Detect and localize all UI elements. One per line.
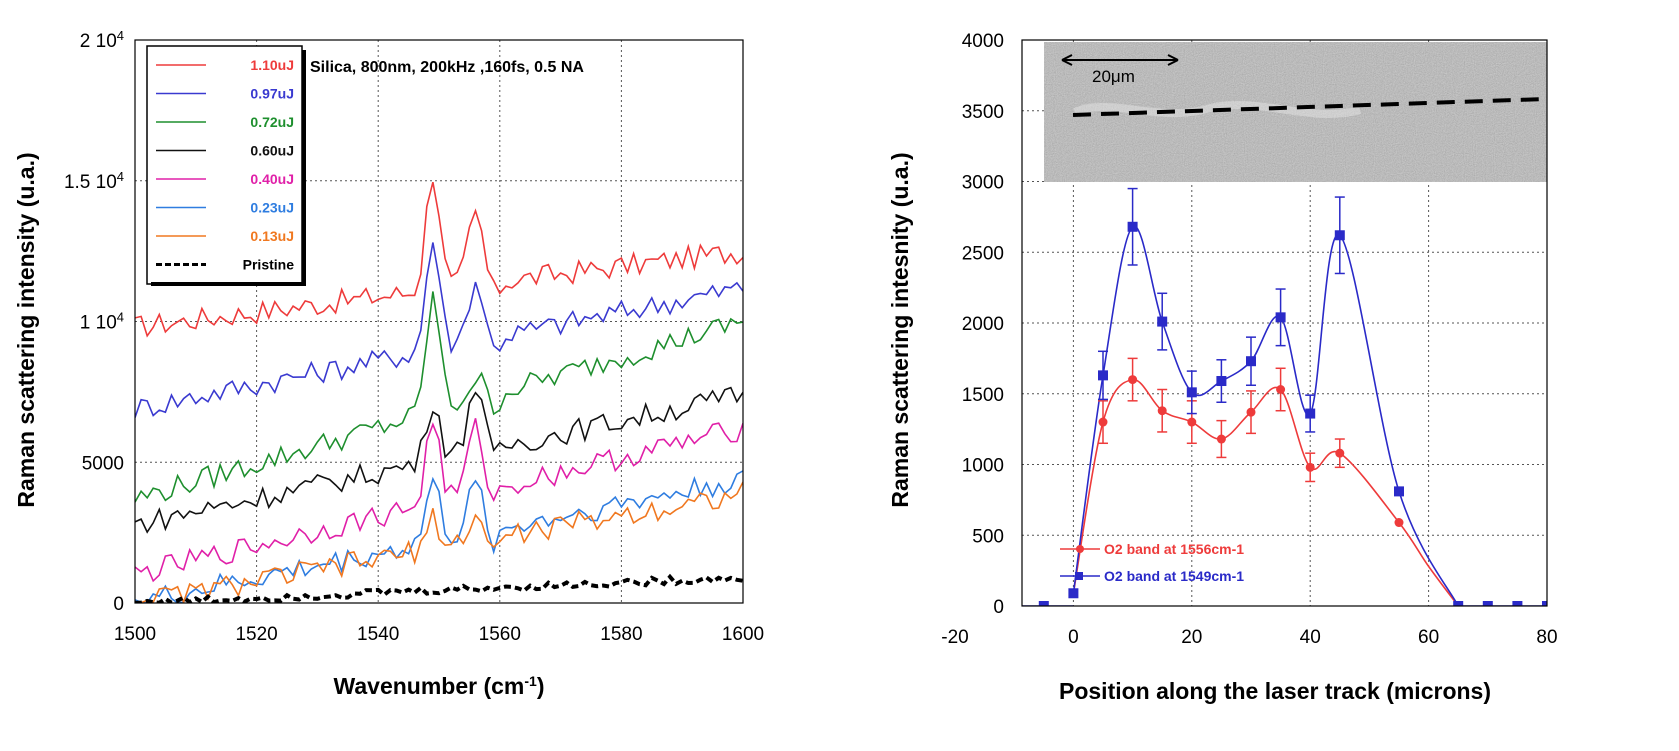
data-point-square bbox=[1482, 601, 1493, 606]
data-point-square bbox=[1542, 601, 1547, 606]
left-series-line bbox=[135, 242, 743, 418]
left-series-line bbox=[135, 291, 743, 503]
data-point-square bbox=[1394, 486, 1404, 497]
right-y-tick-label: 1500 bbox=[962, 385, 1004, 406]
data-point-circle bbox=[1216, 434, 1226, 444]
right-y-axis-label: Raman scattering intesnity (u.a.) bbox=[887, 152, 913, 507]
legend-marker bbox=[1075, 572, 1083, 580]
left-y-tick-label: 0 bbox=[113, 594, 124, 615]
data-point-square bbox=[1157, 316, 1168, 327]
data-point-circle bbox=[1246, 407, 1256, 417]
data-point-circle bbox=[1394, 518, 1404, 528]
left-y-tick-label: 5000 bbox=[82, 453, 124, 474]
legend-label: O2 band at 1549cm-1 bbox=[1104, 568, 1244, 584]
right-y-tick-label: 4000 bbox=[962, 31, 1004, 52]
left-y-tick-label: 1 104 bbox=[80, 309, 124, 334]
legend-shadow bbox=[151, 282, 306, 286]
right-y-tick-label: 0 bbox=[993, 597, 1004, 618]
right-y-tick-label: 3000 bbox=[962, 173, 1004, 194]
legend-label: O2 band at 1556cm-1 bbox=[1104, 541, 1244, 557]
left-series-line bbox=[135, 386, 743, 534]
right-y-tick-label: 3500 bbox=[962, 102, 1004, 123]
legend-label: 1.10uJ bbox=[250, 57, 294, 73]
left-y-ticks: 0 5000 1 104 1.5 104 2 104 bbox=[64, 28, 124, 616]
left-plot-frame bbox=[134, 39, 744, 604]
right-plot-frame bbox=[1021, 39, 1548, 607]
right-x-axis-label: Position along the laser track (microns) bbox=[1059, 678, 1491, 704]
right-legend: O2 band at 1556cm-1 O2 band at 1549cm-1 bbox=[1060, 541, 1244, 584]
right-gridlines bbox=[1022, 40, 1547, 606]
legend-label: 0.97uJ bbox=[250, 86, 294, 102]
right-x-tick-label: 40 bbox=[1300, 627, 1321, 648]
right-x-ticks: -20 0 20 40 60 80 bbox=[941, 627, 1557, 648]
right-y-tick-label: 2500 bbox=[962, 243, 1004, 264]
legend-label: 0.23uJ bbox=[250, 200, 294, 216]
left-x-tick-label: 1560 bbox=[479, 624, 521, 645]
left-series-line bbox=[135, 418, 743, 583]
left-series bbox=[135, 182, 743, 603]
legend-shadow-side bbox=[302, 50, 306, 286]
data-point-square bbox=[1216, 376, 1227, 387]
left-series-line bbox=[135, 481, 743, 603]
data-point-circle bbox=[1305, 462, 1315, 472]
left-y-tick-label: 1.5 104 bbox=[64, 168, 124, 193]
left-x-tick-label: 1600 bbox=[722, 624, 764, 645]
right-y-tick-label: 500 bbox=[972, 526, 1004, 547]
legend-label: 0.40uJ bbox=[250, 171, 294, 187]
left-chart: 1500 1520 1540 1560 1580 1600 0 5000 1 104 1.5 1… bbox=[13, 28, 764, 700]
left-y-axis-label: Raman scattering intensity (u.a.) bbox=[13, 152, 39, 507]
laser-track-line bbox=[1072, 97, 1546, 117]
right-x-tick-label: 0 bbox=[1068, 627, 1079, 648]
data-point-circle bbox=[1128, 375, 1138, 385]
legend-label: 0.13uJ bbox=[250, 228, 294, 244]
data-point-square bbox=[1246, 356, 1256, 367]
data-point-square bbox=[1098, 370, 1108, 381]
legend-marker bbox=[1076, 545, 1084, 553]
right-y-ticks: 0 500 1000 1500 2000 2500 3000 3500 4000 bbox=[962, 31, 1004, 618]
left-legend: 1.10uJ 0.97uJ 0.72uJ 0.60uJ 0.40uJ 0.23uJ 0.13… bbox=[146, 45, 306, 286]
data-point-square bbox=[1334, 230, 1345, 241]
legend-label: Pristine bbox=[243, 257, 295, 273]
data-point-square bbox=[1009, 601, 1019, 611]
left-x-axis-label: Wavenumber (cm-1) bbox=[334, 673, 545, 699]
right-x-tick-label: 80 bbox=[1536, 627, 1557, 648]
data-point-circle bbox=[1187, 417, 1197, 427]
data-point-square bbox=[1453, 601, 1464, 606]
left-y-tick-label: 2 104 bbox=[80, 28, 124, 53]
data-point-square bbox=[1068, 588, 1079, 599]
right-series bbox=[1009, 187, 1547, 611]
data-point-square bbox=[1512, 601, 1523, 606]
data-point-circle bbox=[1276, 385, 1286, 395]
left-x-ticks: 1500 1520 1540 1560 1580 1600 bbox=[114, 624, 764, 645]
right-y-tick-label: 1000 bbox=[962, 456, 1004, 477]
right-x-tick-label: 20 bbox=[1181, 627, 1202, 648]
data-point-square bbox=[1186, 387, 1197, 398]
legend-label: 0.60uJ bbox=[250, 143, 294, 159]
right-y-tick-label: 2000 bbox=[962, 314, 1004, 335]
data-point-square bbox=[1038, 601, 1049, 606]
data-point-circle bbox=[1098, 417, 1108, 427]
left-x-tick-label: 1520 bbox=[235, 624, 277, 645]
left-x-tick-label: 1580 bbox=[600, 624, 642, 645]
left-annotation: Silica, 800nm, 200kHz ,160fs, 0.5 NA bbox=[310, 59, 584, 76]
left-series-line bbox=[135, 470, 743, 603]
left-series-line bbox=[135, 182, 743, 338]
data-point-square bbox=[1127, 221, 1138, 232]
data-point-square bbox=[1275, 312, 1286, 323]
data-point-circle bbox=[1157, 406, 1167, 416]
left-series-line bbox=[135, 573, 743, 603]
left-x-tick-label: 1500 bbox=[114, 624, 156, 645]
left-x-tick-label: 1540 bbox=[357, 624, 399, 645]
data-point-circle bbox=[1335, 448, 1345, 458]
sem-inset-image: 20μm bbox=[1044, 42, 1547, 182]
legend-box bbox=[146, 45, 303, 285]
right-chart: 20μm -20 0 20 40 60 80 0 500 1000 1500 2000 2500 30… bbox=[887, 31, 1558, 704]
right-x-tick-label: 60 bbox=[1418, 627, 1439, 648]
right-x-tick-label: -20 bbox=[941, 627, 968, 648]
scale-bar-label: 20μm bbox=[1092, 67, 1135, 86]
data-point-square bbox=[1305, 408, 1316, 419]
legend-label: 0.72uJ bbox=[250, 114, 294, 130]
